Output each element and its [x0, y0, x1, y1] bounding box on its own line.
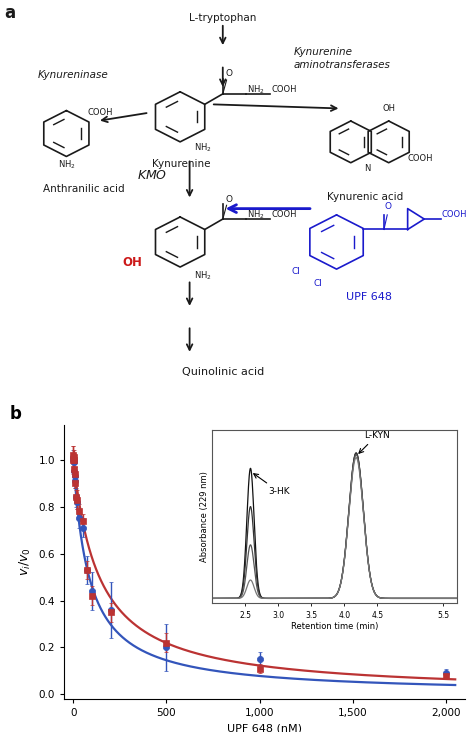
- Text: b: b: [10, 406, 22, 423]
- Text: OH: OH: [382, 104, 395, 113]
- Text: NH$_2$: NH$_2$: [194, 142, 212, 154]
- Text: O: O: [225, 195, 232, 203]
- Text: NH$_2$: NH$_2$: [57, 159, 75, 171]
- Text: COOH: COOH: [408, 154, 433, 163]
- Text: OH: OH: [122, 256, 142, 269]
- Text: NH$_2$: NH$_2$: [247, 83, 265, 96]
- Text: a: a: [5, 4, 16, 22]
- Text: L-tryptophan: L-tryptophan: [189, 12, 256, 23]
- Text: Kynurenine: Kynurenine: [152, 159, 210, 168]
- Text: Cl: Cl: [292, 266, 301, 276]
- Text: NH$_2$: NH$_2$: [247, 209, 265, 221]
- Text: NH$_2$: NH$_2$: [194, 269, 212, 282]
- X-axis label: UPF 648 (nM): UPF 648 (nM): [227, 724, 302, 732]
- Y-axis label: $v_i/v_0$: $v_i/v_0$: [18, 548, 33, 576]
- Text: Quinolinic acid: Quinolinic acid: [182, 367, 264, 377]
- Text: COOH: COOH: [442, 210, 467, 220]
- Text: O: O: [385, 202, 392, 211]
- Text: Cl: Cl: [313, 279, 322, 288]
- Text: UPF 648: UPF 648: [346, 292, 392, 302]
- Text: COOH: COOH: [271, 210, 297, 220]
- Text: Kynureninase: Kynureninase: [38, 70, 109, 80]
- Text: Kynurenic acid: Kynurenic acid: [327, 192, 403, 202]
- Text: Anthranilic acid: Anthranilic acid: [43, 184, 124, 193]
- Text: COOH: COOH: [271, 85, 297, 94]
- Text: Kynurenine
aminotransferases: Kynurenine aminotransferases: [294, 47, 391, 70]
- Text: N: N: [364, 165, 371, 173]
- Text: $KMO$: $KMO$: [137, 169, 168, 182]
- Text: COOH: COOH: [88, 108, 113, 117]
- Text: O: O: [225, 70, 232, 78]
